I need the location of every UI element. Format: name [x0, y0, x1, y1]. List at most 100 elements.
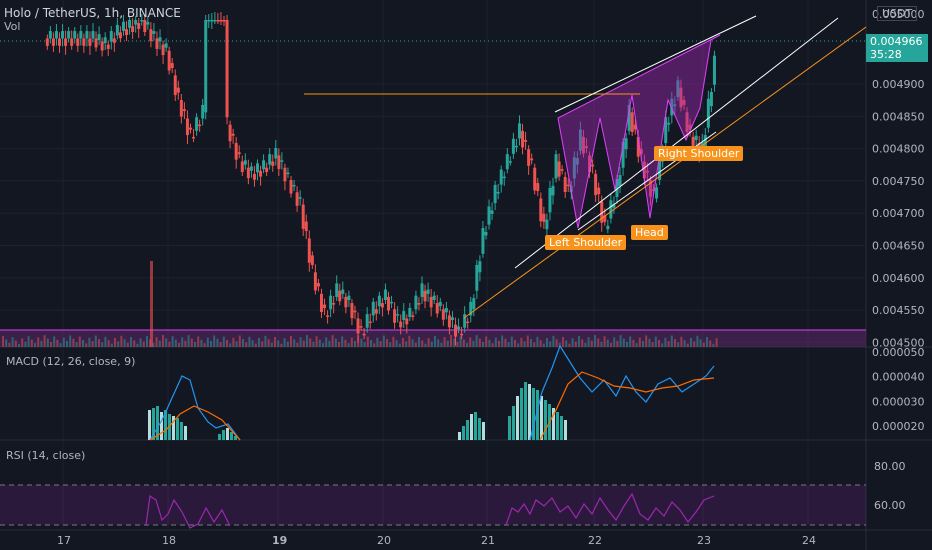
rsi-title[interactable]: RSI (14, close) — [6, 449, 86, 462]
volume-bar — [178, 343, 180, 347]
candle-body — [600, 201, 604, 223]
volume-bar — [200, 339, 203, 347]
macd-histogram-bar — [230, 432, 233, 440]
volume-bar — [475, 335, 478, 347]
candle-body — [673, 104, 677, 107]
volume-bar — [274, 337, 276, 347]
volume-bar — [152, 342, 155, 347]
time-tick-label: 23 — [697, 534, 711, 547]
candle-body — [301, 204, 305, 229]
volume-bar — [434, 336, 436, 347]
candle-body — [505, 154, 509, 170]
macd-histogram-bar — [180, 422, 183, 440]
candle-body — [664, 117, 668, 144]
macd-histogram-bar — [156, 406, 159, 440]
left-shoulder-label[interactable]: Left Shoulder — [545, 235, 627, 250]
candle-body — [508, 161, 512, 163]
volume-bar — [696, 335, 699, 347]
candle-body — [414, 295, 418, 310]
volume-bar — [354, 341, 356, 347]
candle-body — [655, 187, 659, 199]
candle-body — [143, 20, 147, 32]
volume-bar — [341, 336, 344, 347]
volume-bar — [677, 342, 680, 347]
candle-body — [313, 272, 317, 291]
right-shoulder-label[interactable]: Right Shoulder — [654, 146, 744, 161]
candle-body — [487, 206, 491, 225]
macd-histogram-bar — [234, 436, 237, 440]
candle-body — [396, 314, 400, 316]
volume-bar — [306, 335, 308, 347]
volume-bar — [142, 341, 145, 347]
candle-body — [521, 130, 525, 148]
volume-bar — [686, 343, 689, 347]
candle-body — [511, 138, 515, 154]
candle-body — [134, 20, 138, 25]
candle-countdown: 35:28 — [870, 48, 902, 61]
macd-histogram-bar — [218, 434, 221, 440]
axes: 0.004900 0.004850 0.004800 0.004750 0.004700… — [57, 8, 925, 547]
volume-bar — [466, 343, 468, 347]
head-label[interactable]: Head — [631, 225, 668, 240]
candle-body — [517, 123, 521, 139]
candle-body — [581, 136, 585, 154]
volume-bar — [251, 340, 254, 347]
volume-bar — [389, 342, 392, 347]
volume-bar — [258, 338, 260, 347]
volume-bar — [370, 340, 372, 347]
volume-bar — [210, 341, 212, 347]
candle-body — [179, 100, 183, 117]
macd-histogram-bar — [470, 414, 473, 440]
volume-bar — [312, 341, 315, 347]
volume-bar — [50, 342, 52, 347]
volume-bar — [405, 341, 408, 347]
macd-histogram-bar — [536, 390, 539, 440]
macd-histogram-bar — [462, 426, 465, 440]
price-tick-label: 0.004600 — [872, 272, 925, 285]
volume-bar — [171, 336, 174, 347]
volume-bar — [11, 337, 14, 347]
candle-body — [237, 152, 241, 155]
macd-tick-label: 0.000050 — [872, 346, 925, 359]
volume-bar — [187, 335, 190, 347]
volume-bar — [277, 340, 280, 347]
macd-tick-label: 0.000040 — [872, 371, 925, 384]
volume-bar — [78, 336, 81, 347]
candle-body — [131, 26, 135, 32]
candle-body — [566, 184, 570, 187]
volume-bar — [158, 340, 161, 347]
candle-body — [356, 318, 360, 334]
symbol-title[interactable]: Holo / TetherUS, 1h, BINANCE — [4, 6, 181, 20]
macd-line — [149, 375, 241, 441]
volume-bar — [184, 340, 187, 347]
candle-body — [268, 154, 272, 165]
candle-body — [219, 20, 223, 22]
volume-bar — [450, 335, 452, 347]
volume-bar — [597, 338, 600, 347]
volume-bar — [37, 337, 40, 347]
candle-body — [91, 31, 95, 39]
channel-lower-line — [514, 17, 839, 269]
candle-body — [484, 232, 488, 236]
volume-bar — [610, 343, 612, 347]
trend-lines[interactable] — [304, 15, 867, 319]
currency-label[interactable]: USDT — [877, 6, 918, 21]
volume-bar — [302, 340, 305, 347]
macd-histogram-bar — [482, 422, 485, 440]
volume-bar — [645, 335, 648, 347]
candle-body — [82, 38, 86, 46]
candle-body — [76, 38, 80, 46]
macd-title[interactable]: MACD (12, 26, close, 9) — [6, 355, 136, 368]
volume-bar — [702, 342, 705, 347]
time-tick-label: 17 — [57, 534, 71, 547]
candle-body — [310, 255, 314, 265]
volume-bar — [526, 335, 529, 347]
volume-bar — [24, 341, 27, 347]
candle-body — [621, 141, 625, 168]
macd-histogram-bar — [532, 388, 535, 440]
volume-bar — [283, 338, 286, 347]
candle-body — [706, 98, 710, 128]
volume-bar — [360, 338, 363, 347]
volume-bar — [114, 338, 116, 347]
